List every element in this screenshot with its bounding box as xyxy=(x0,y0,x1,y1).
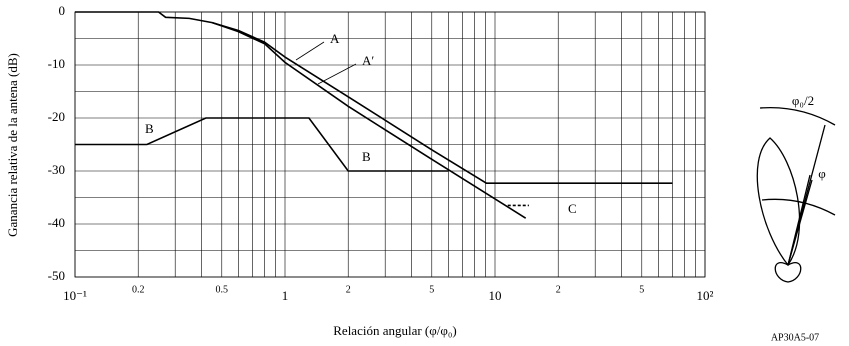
y-tick-label: -20 xyxy=(48,109,65,124)
x-tick-label: 10⁻¹ xyxy=(63,288,87,303)
series-label: A′ xyxy=(362,53,374,68)
series-line xyxy=(211,21,527,219)
y-tick-label: -40 xyxy=(48,215,65,230)
antenna-diagram xyxy=(756,106,836,283)
y-axis-label: Ganancia relativa de la antena (dB) xyxy=(5,53,20,237)
x-tick-label: 5 xyxy=(429,284,434,295)
x-tick-label: 5 xyxy=(639,284,644,295)
y-tick-label: 0 xyxy=(59,3,66,18)
ray xyxy=(787,179,813,266)
y-tick-label: -50 xyxy=(48,268,65,283)
diagram-label: φ xyxy=(818,166,826,181)
x-tick-label: 0.2 xyxy=(132,284,145,295)
x-tick-label: 10² xyxy=(697,288,714,303)
diagram-label: φ₀/2 xyxy=(792,93,814,108)
y-tick-label: -30 xyxy=(48,162,65,177)
x-tick-label: 10 xyxy=(489,288,502,303)
series-label: B xyxy=(145,121,154,136)
series-label: A xyxy=(330,31,340,46)
back-lobe xyxy=(774,262,802,283)
series-line xyxy=(75,11,673,184)
leader-line xyxy=(295,41,325,61)
x-tick-label: 2 xyxy=(346,284,351,295)
x-tick-label: 2 xyxy=(556,284,561,295)
series-line xyxy=(75,117,449,172)
leader-line xyxy=(317,63,357,85)
arc xyxy=(761,198,836,216)
x-axis-label: Relación angular (φ/φ₀) xyxy=(333,323,457,338)
x-tick-label: 0.5 xyxy=(216,284,229,295)
series-label: C xyxy=(568,201,577,216)
annotation: B xyxy=(362,149,371,164)
arc xyxy=(759,106,836,126)
x-tick-label: 1 xyxy=(282,288,289,303)
y-tick-label: -10 xyxy=(48,56,65,71)
figure-code: AP30A5-07 xyxy=(771,332,819,343)
